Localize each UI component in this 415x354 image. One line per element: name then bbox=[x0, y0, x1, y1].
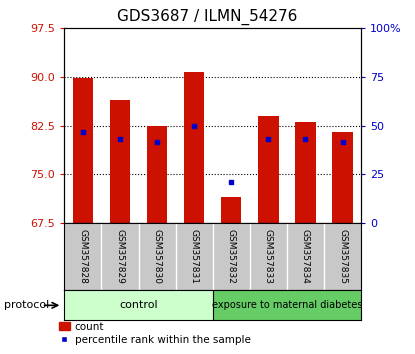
Bar bbox=[73, 78, 93, 223]
Text: GSM357830: GSM357830 bbox=[153, 229, 161, 284]
Text: exposure to maternal diabetes: exposure to maternal diabetes bbox=[212, 300, 362, 310]
Bar bbox=[147, 126, 167, 223]
Bar bbox=[213, 290, 361, 320]
Bar bbox=[332, 132, 353, 223]
Text: GSM357835: GSM357835 bbox=[338, 229, 347, 284]
Text: GSM357833: GSM357833 bbox=[264, 229, 273, 284]
Text: GSM357831: GSM357831 bbox=[190, 229, 199, 284]
Text: GDS3687 / ILMN_54276: GDS3687 / ILMN_54276 bbox=[117, 9, 298, 25]
Text: GSM357829: GSM357829 bbox=[115, 229, 124, 284]
Text: GSM357834: GSM357834 bbox=[301, 229, 310, 284]
Text: protocol: protocol bbox=[4, 300, 49, 310]
Bar bbox=[64, 290, 213, 320]
Text: control: control bbox=[119, 300, 158, 310]
Bar bbox=[295, 122, 316, 223]
Bar bbox=[110, 100, 130, 223]
Legend: count, percentile rank within the sample: count, percentile rank within the sample bbox=[55, 317, 255, 349]
Bar bbox=[258, 116, 278, 223]
Text: GSM357828: GSM357828 bbox=[78, 229, 88, 284]
Text: GSM357832: GSM357832 bbox=[227, 229, 236, 284]
Bar bbox=[221, 197, 242, 223]
Bar bbox=[184, 72, 204, 223]
